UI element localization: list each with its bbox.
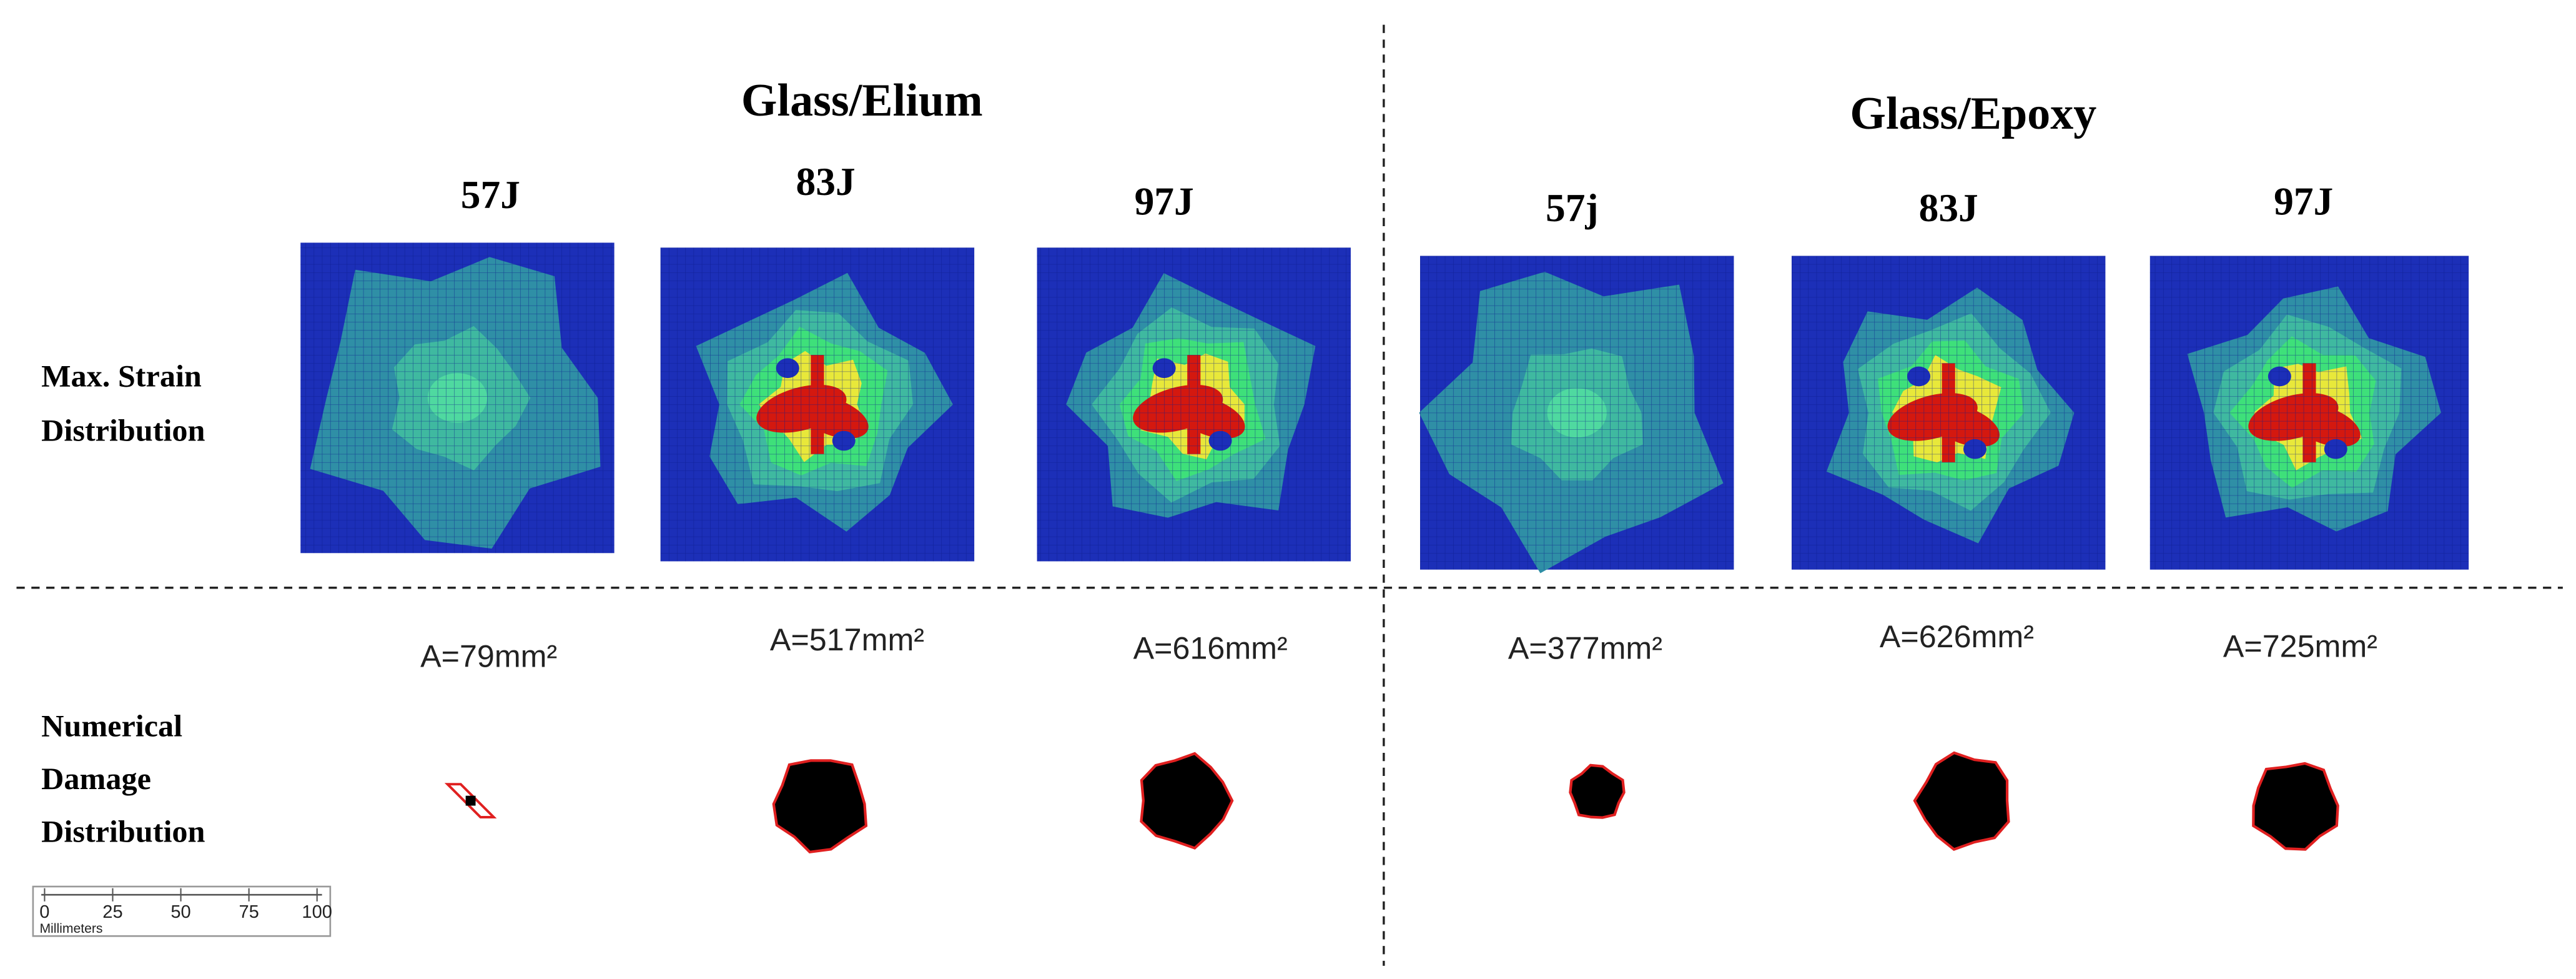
area-label: A=79mm²	[420, 639, 557, 674]
energy-label: 97J	[2274, 179, 2333, 224]
strain-map	[1791, 256, 2106, 570]
strain-map	[300, 242, 614, 554]
damage-shape	[1140, 752, 1234, 850]
scale-bar-unit: Millimeters	[39, 922, 102, 936]
damage-shape	[772, 759, 868, 854]
energy-label: 97J	[1135, 179, 1194, 224]
energy-label: 57J	[461, 172, 520, 217]
map-mesh	[1037, 247, 1351, 562]
row-label: Distribution	[41, 814, 205, 849]
scale-tick-label: 0	[39, 902, 49, 922]
group-title: Glass/Elium	[741, 75, 983, 126]
damage-core	[465, 795, 476, 806]
scale-tick-label: 100	[302, 902, 332, 922]
scale-tick-label: 50	[170, 902, 190, 922]
map-mesh	[1420, 256, 1734, 570]
map-mesh	[2149, 256, 2469, 570]
energy-label: 83J	[1919, 186, 1978, 230]
scale-tick-label: 75	[239, 902, 259, 922]
row-label: Max. Strain	[41, 358, 202, 393]
row-label: Damage	[41, 761, 151, 796]
strain-map	[1037, 247, 1351, 562]
area-label: A=725mm²	[2223, 629, 2377, 664]
damage-shape	[1913, 751, 2010, 851]
map-mesh	[1791, 256, 2106, 570]
map-mesh	[300, 242, 614, 554]
area-label: A=377mm²	[1508, 630, 1662, 665]
area-label: A=517mm²	[770, 622, 924, 657]
group-title: Glass/Epoxy	[1850, 88, 2096, 139]
area-label: A=616mm²	[1133, 630, 1288, 665]
area-label: A=626mm²	[1880, 619, 2034, 654]
strain-map	[1419, 256, 1734, 574]
row-label: Distribution	[41, 413, 205, 448]
strain-map	[2149, 256, 2469, 570]
map-mesh	[660, 247, 975, 562]
energy-label: 57j	[1546, 186, 1599, 230]
damage-shape	[1569, 763, 1626, 819]
strain-map	[660, 247, 975, 562]
energy-label: 83J	[796, 159, 856, 204]
row-label: Numerical	[41, 708, 182, 743]
damage-shape	[2252, 762, 2339, 851]
scale-tick-label: 25	[102, 902, 122, 922]
